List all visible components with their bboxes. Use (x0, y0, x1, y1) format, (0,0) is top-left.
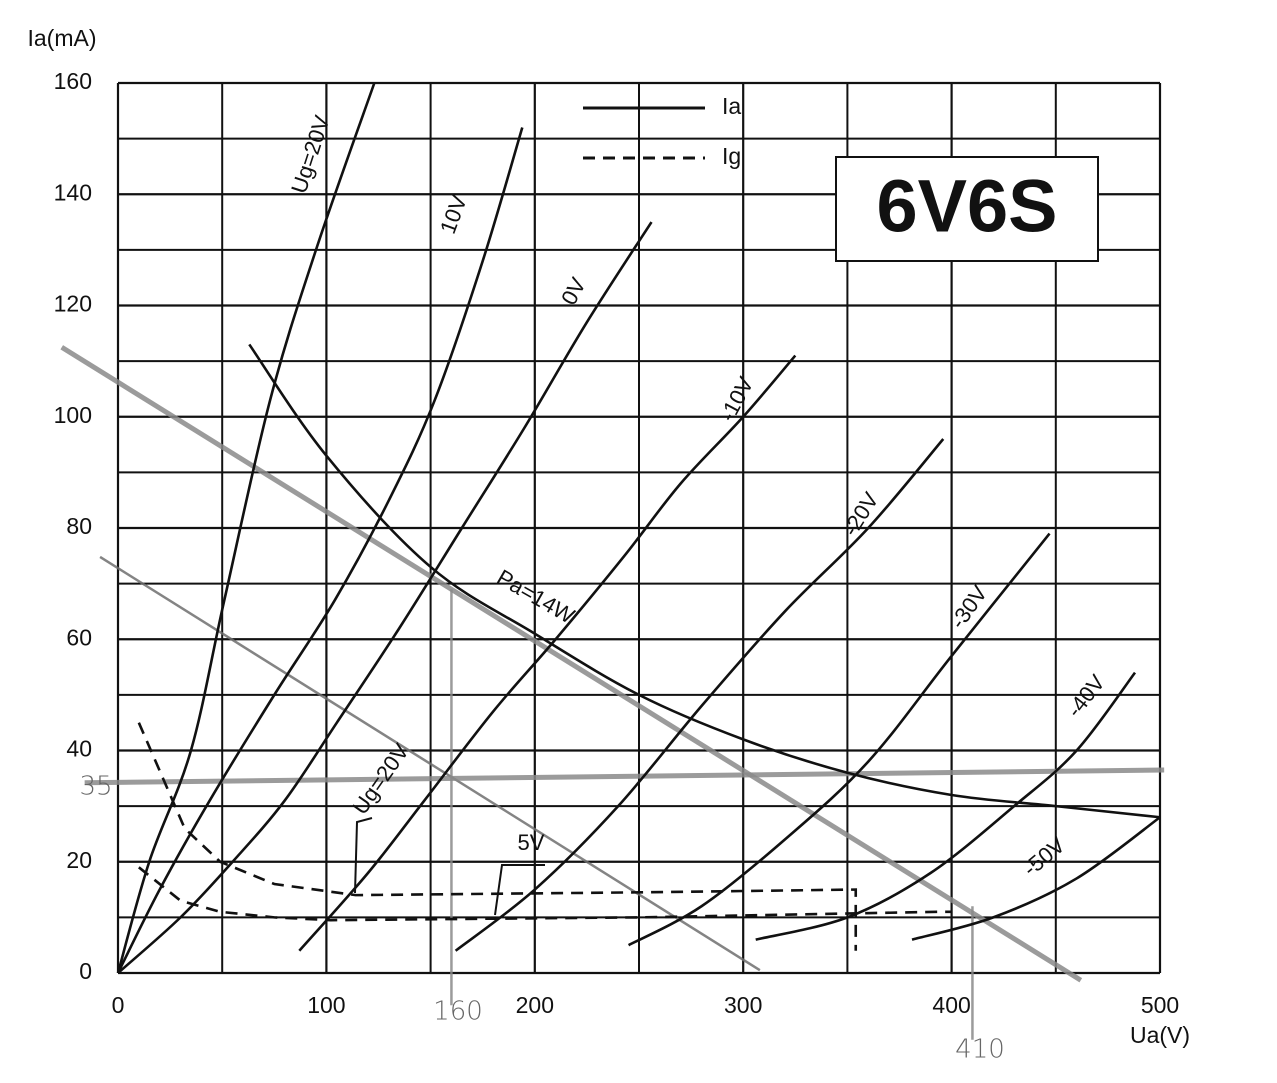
ig-curve (137, 722, 858, 951)
ia-curve (248, 343, 1161, 819)
chart-title: 6V6S (876, 165, 1057, 248)
handwritten-note: 35 (79, 772, 112, 802)
legend-label: Ig (722, 143, 741, 169)
leader-line (494, 864, 545, 916)
x-tick-label: 0 (112, 992, 125, 1018)
y-tick-label: 100 (54, 402, 92, 428)
y-tick-label: 0 (79, 958, 92, 984)
y-tick-label: 20 (66, 847, 92, 873)
guide-line (99, 555, 761, 972)
ia-curve (755, 671, 1137, 941)
handwritten-note: 160 (433, 997, 483, 1027)
marks (60, 82, 1165, 1040)
guide-line (60, 345, 1083, 983)
ia-curve (627, 532, 1051, 947)
ia-curve (116, 82, 376, 974)
x-tick-label: 200 (516, 992, 554, 1018)
ia-curve (454, 438, 945, 952)
curve-label: 5V (518, 830, 545, 855)
y-tick-label: 120 (54, 291, 92, 317)
legend-label: Ia (722, 93, 741, 119)
ig-curve (138, 866, 952, 922)
ia-curve (117, 221, 653, 974)
x-tick-label: 500 (1141, 992, 1179, 1018)
x-tick-label: 400 (932, 992, 970, 1018)
y-tick-label: 60 (66, 624, 92, 650)
ia-curve (298, 354, 797, 952)
leader-line (354, 817, 373, 894)
guide-line (84, 767, 1165, 786)
grid (116, 81, 1162, 975)
y-tick-label: 160 (54, 68, 92, 94)
y-axis-label: Ia(mA) (28, 25, 97, 51)
x-tick-label: 300 (724, 992, 762, 1018)
title-box (835, 156, 1099, 262)
ia-curve (116, 127, 524, 974)
y-tick-label: 80 (66, 513, 92, 539)
x-tick-label: 100 (307, 992, 345, 1018)
handwritten-note: 410 (955, 1035, 1005, 1065)
ia-curve (911, 816, 1161, 941)
y-tick-label: 140 (54, 179, 92, 205)
x-axis-label: Ua(V) (1130, 1022, 1190, 1048)
y-tick-label: 40 (66, 736, 92, 762)
